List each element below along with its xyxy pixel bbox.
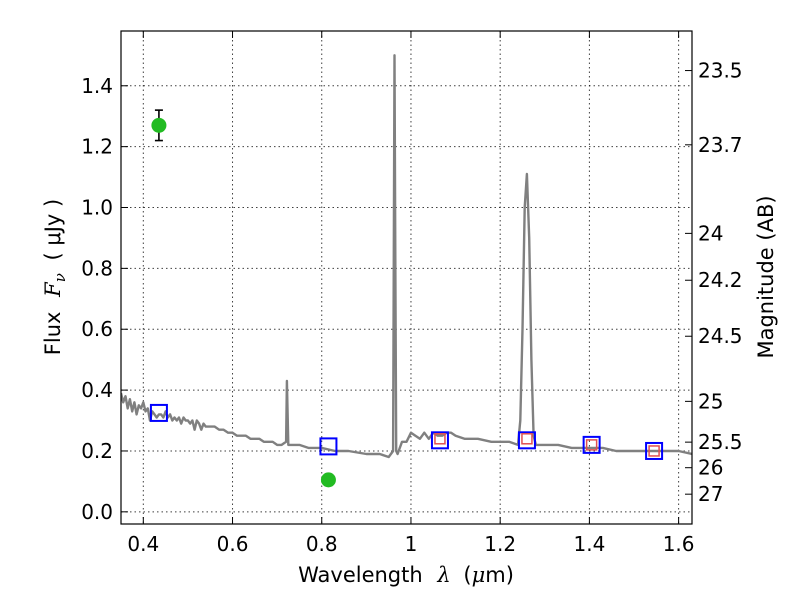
y-axis-label-unit: ( μJy ): [41, 199, 65, 261]
y-axis-label: Flux Fν ( μJy ): [41, 199, 70, 355]
y2-tick-label: 26: [698, 456, 723, 480]
y-tick-label: 0.8: [81, 256, 113, 280]
plot-frame: [120, 30, 693, 525]
y-tick-label: 1.0: [81, 196, 113, 220]
y-axis-label-subscript: ν: [51, 273, 69, 282]
inner-marker: [434, 433, 446, 445]
model-photometry-marker: [582, 435, 601, 454]
x-tick-label: 1.6: [663, 532, 695, 556]
y-tick-label: 0.2: [81, 439, 113, 463]
observed-photometry-point: [320, 472, 336, 488]
x-tick-label: 1: [405, 532, 418, 556]
x-tick-label: 0.4: [127, 532, 159, 556]
x-axis-label-unit-rest: m): [485, 563, 514, 587]
y2-tick-label: 25: [698, 389, 723, 413]
y2-tick-label: 23.5: [698, 59, 743, 83]
inner-marker: [521, 433, 533, 445]
y2-tick-label: 23.7: [698, 133, 743, 157]
y2-axis-label: Magnitude (AB): [754, 195, 778, 358]
model-photometry-marker: [149, 403, 168, 422]
x-tick-label: 0.8: [306, 532, 338, 556]
model-photometry-marker: [517, 431, 536, 450]
x-axis-label-unit-mu: μ: [472, 563, 486, 587]
y-tick-label: 0.0: [81, 500, 113, 524]
y-tick-label: 1.4: [81, 74, 113, 98]
x-axis-label-symbol: λ: [436, 563, 450, 587]
x-axis-label: Wavelength λ (μm): [298, 563, 514, 587]
x-tick-label: 0.6: [217, 532, 249, 556]
observed-photometry-point: [151, 117, 167, 133]
y-axis-label-prefix: Flux: [41, 312, 65, 356]
y-tick-label: 0.4: [81, 378, 113, 402]
y2-tick-label: 24.2: [698, 268, 743, 292]
x-axis: 0.4 0.6 0.8 1 1.2 1.4 1.6: [127, 31, 695, 556]
y2-tick-label: 27: [698, 482, 723, 506]
inner-marker: [585, 439, 598, 451]
y-tick-label: 0.6: [81, 317, 113, 341]
x-tick-label: 1.4: [573, 532, 605, 556]
y-axis-label-symbol: F: [41, 281, 65, 298]
y-axis: 0.0 0.2 0.4 0.6 0.8 1.0 1.2 1.4: [81, 74, 128, 524]
model-photometry-marker: [319, 437, 338, 456]
y2-tick-label: 25.5: [698, 430, 743, 454]
model-photometry-marker: [645, 441, 664, 460]
model-photometry-marker: [430, 431, 449, 450]
x-axis-label-unit-open: (: [463, 563, 471, 587]
plot-area: [121, 54, 692, 488]
x-tick-label: 1.2: [484, 532, 516, 556]
inner-marker: [648, 445, 660, 457]
y2-tick-label: 24: [698, 221, 723, 245]
y-tick-label: 1.2: [81, 135, 113, 159]
x-axis-label-prefix: Wavelength: [298, 563, 423, 587]
y2-tick-label: 24.5: [698, 324, 743, 348]
